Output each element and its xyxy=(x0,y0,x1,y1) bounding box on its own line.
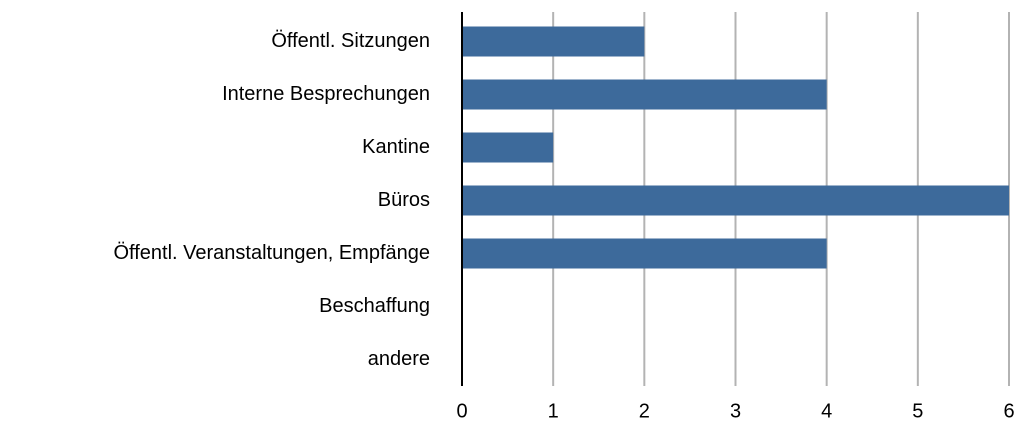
bar xyxy=(462,26,645,57)
y-tick-label: Kantine xyxy=(362,136,430,158)
bar xyxy=(462,185,1009,216)
y-tick-label: Interne Besprechungen xyxy=(222,83,430,105)
y-tick-label: Beschaffung xyxy=(319,295,430,317)
x-tick-label: 0 xyxy=(456,400,467,422)
y-tick-label: andere xyxy=(368,348,430,370)
y-tick-label: Büros xyxy=(378,189,430,211)
bar xyxy=(462,238,827,269)
bar xyxy=(462,132,554,163)
bar xyxy=(462,79,827,110)
x-tick-label: 2 xyxy=(639,400,650,422)
x-tick-label: 5 xyxy=(912,400,923,422)
x-tick-label: 1 xyxy=(548,400,559,422)
y-tick-label: Öffentl. Veranstaltungen, Empfänge xyxy=(113,242,430,264)
y-tick-label: Öffentl. Sitzungen xyxy=(271,30,430,52)
x-tick-label: 6 xyxy=(1003,400,1014,422)
x-tick-label: 3 xyxy=(730,400,741,422)
x-tick-label: 4 xyxy=(821,400,832,422)
